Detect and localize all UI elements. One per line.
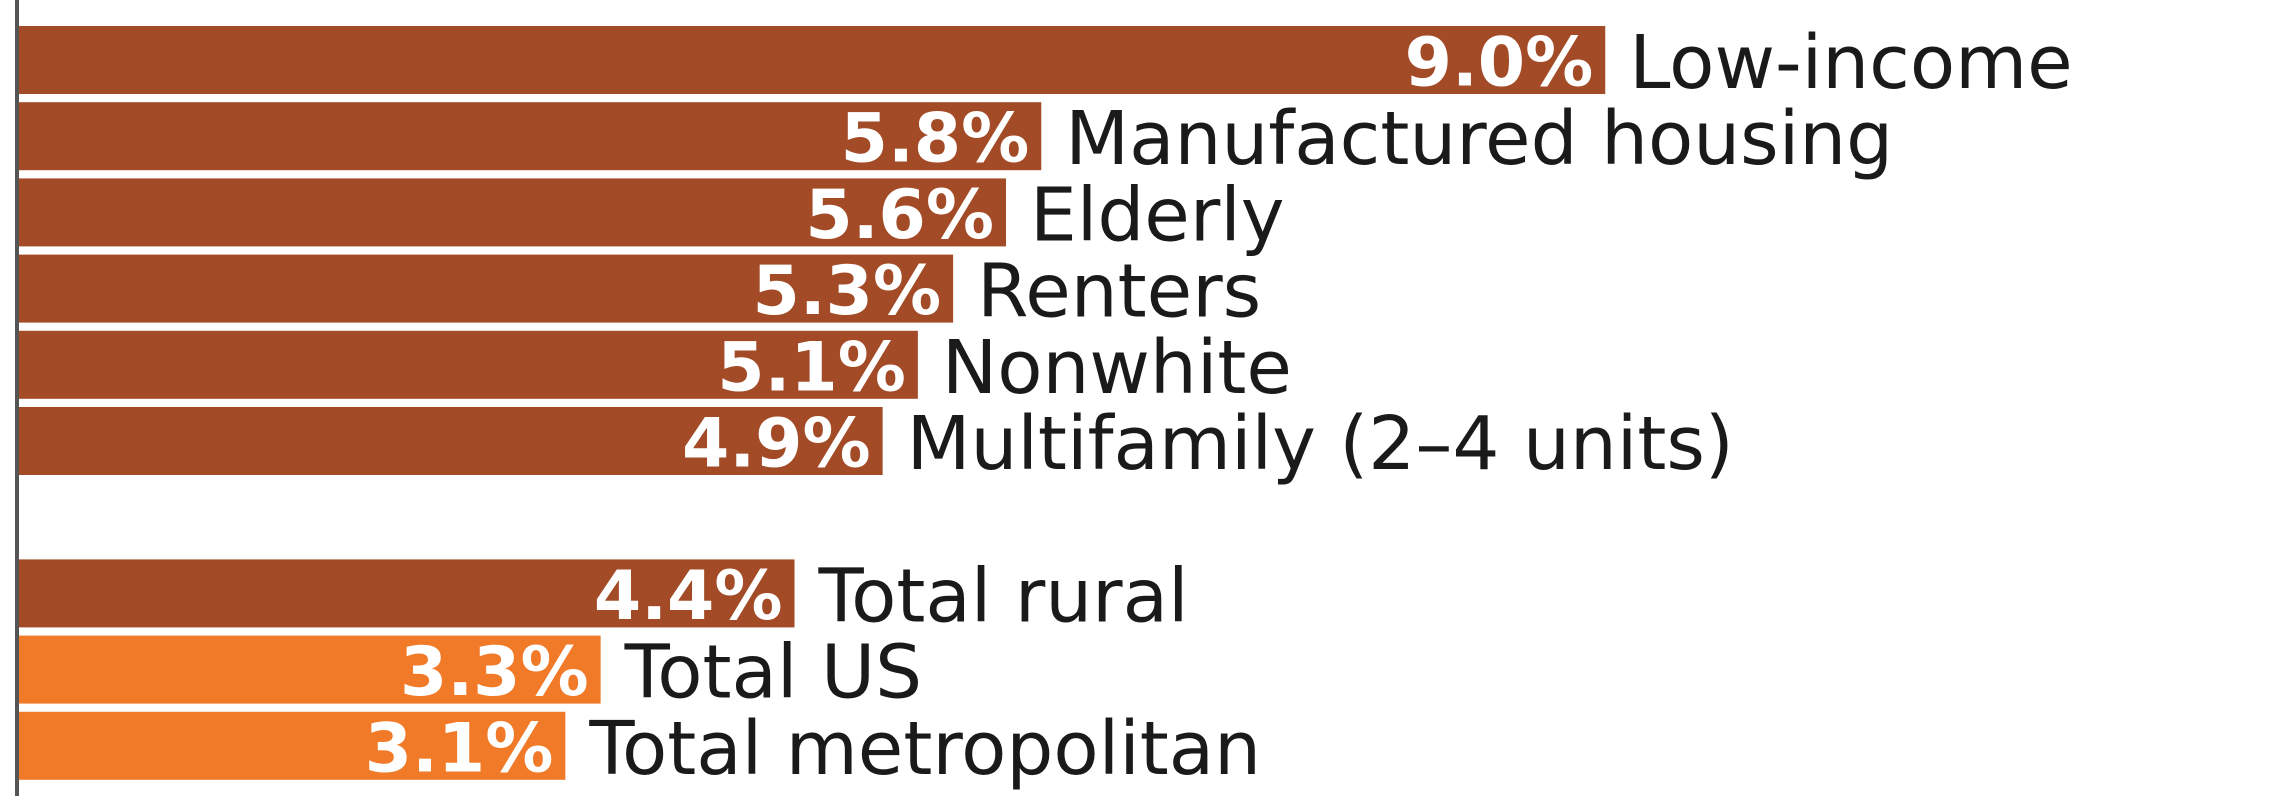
bar (19, 407, 883, 475)
bar (19, 254, 954, 323)
value-label: 3.3% (400, 633, 589, 712)
bar (19, 559, 795, 628)
category-label: Renters (977, 249, 1261, 335)
value-label: 9.0% (1405, 24, 1594, 103)
value-label: 4.9% (682, 405, 871, 484)
bar (19, 330, 918, 399)
category-label: Total US (624, 630, 922, 716)
category-label: Nonwhite (942, 325, 1292, 411)
value-label: 3.1% (365, 709, 554, 788)
value-label: 5.8% (841, 100, 1030, 179)
value-label: 5.1% (717, 328, 906, 407)
bar (19, 178, 1006, 247)
value-label: 4.4% (594, 557, 783, 636)
category-label: Total metropolitan (588, 706, 1261, 792)
category-label: Elderly (1030, 172, 1285, 258)
value-label: 5.6% (805, 176, 994, 255)
bar (19, 635, 601, 704)
category-label: Low-income (1629, 20, 2072, 106)
value-label: 5.3% (753, 252, 942, 331)
bar (19, 711, 566, 780)
category-label: Total rural (818, 553, 1189, 639)
bar (19, 26, 1606, 94)
category-label: Manufactured housing (1065, 96, 1893, 182)
category-label: Multifamily (2–4 units) (907, 401, 1734, 487)
bar (19, 102, 1042, 171)
